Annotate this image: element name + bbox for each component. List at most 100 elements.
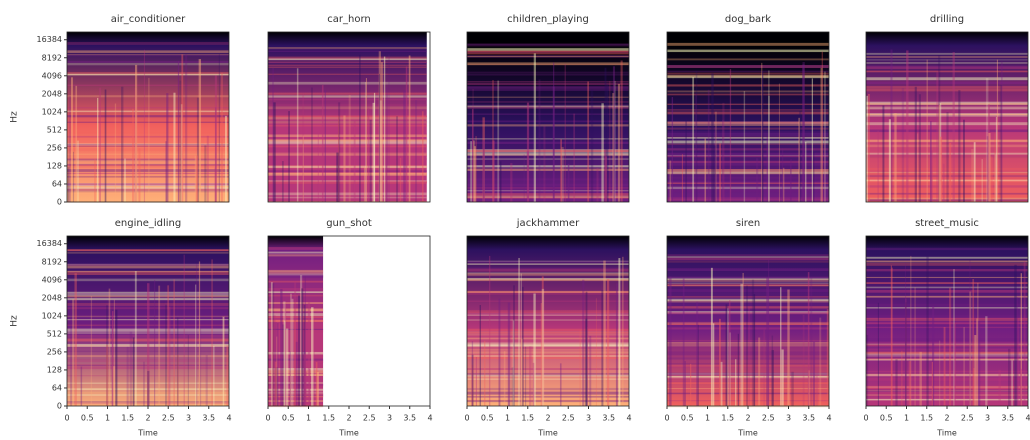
texture-band bbox=[866, 390, 1028, 391]
y-tick-label: 64 bbox=[52, 383, 62, 392]
texture-streak bbox=[779, 84, 780, 202]
texture-streak bbox=[510, 163, 512, 202]
texture-streak bbox=[196, 156, 198, 202]
texture-streak bbox=[618, 84, 620, 202]
texture-streak bbox=[591, 89, 593, 202]
x-tick-label: 2 bbox=[944, 414, 949, 423]
texture-streak bbox=[949, 288, 951, 406]
texture-streak bbox=[939, 341, 940, 406]
y-axis-label: Hz bbox=[10, 111, 20, 123]
texture-streak bbox=[173, 93, 175, 202]
texture-band bbox=[67, 107, 229, 109]
texture-streak bbox=[738, 334, 739, 406]
texture-band bbox=[67, 279, 229, 282]
texture-band bbox=[866, 71, 1028, 73]
figure: air_conditioner0641282565121024204840968… bbox=[0, 0, 1030, 440]
y-tick-label: 8192 bbox=[42, 257, 62, 266]
texture-band bbox=[667, 378, 829, 380]
x-tick-label: 4 bbox=[226, 414, 231, 423]
texture-streak bbox=[379, 74, 380, 202]
texture-band bbox=[866, 263, 1028, 266]
x-tick-label: 1 bbox=[105, 414, 110, 423]
texture-band bbox=[866, 56, 1028, 57]
x-tick-label: 0 bbox=[863, 414, 868, 423]
texture-band bbox=[667, 257, 829, 260]
y-tick-label: 256 bbox=[47, 347, 62, 356]
x-tick-label: 2 bbox=[145, 414, 150, 423]
texture-streak bbox=[997, 60, 998, 202]
texture-band bbox=[667, 256, 829, 257]
texture-streak bbox=[810, 278, 812, 406]
texture-band bbox=[268, 65, 427, 67]
texture-band bbox=[67, 42, 229, 45]
texture-streak bbox=[204, 145, 206, 202]
x-tick-label: 0.5 bbox=[282, 414, 295, 423]
texture-streak bbox=[138, 148, 140, 202]
texture-band bbox=[667, 367, 829, 368]
texture-streak bbox=[819, 318, 821, 406]
texture-streak bbox=[695, 93, 697, 202]
texture-streak bbox=[311, 88, 313, 202]
texture-streak bbox=[618, 258, 620, 406]
texture-streak bbox=[866, 335, 868, 406]
texture-streak bbox=[812, 78, 813, 202]
texture-streak bbox=[166, 93, 168, 202]
texture-streak bbox=[974, 335, 976, 406]
texture-streak bbox=[768, 96, 769, 202]
texture-streak bbox=[670, 161, 672, 202]
texture-streak bbox=[585, 319, 587, 406]
texture-streak bbox=[730, 69, 731, 202]
texture-streak bbox=[169, 307, 171, 406]
texture-band bbox=[667, 268, 829, 271]
texture-streak bbox=[498, 299, 500, 406]
texture-streak bbox=[543, 126, 545, 202]
texture-streak bbox=[622, 257, 624, 406]
texture-band bbox=[467, 48, 629, 51]
texture-band bbox=[667, 289, 829, 292]
y-tick-label: 4096 bbox=[42, 71, 62, 80]
texture-band bbox=[268, 142, 427, 144]
texture-streak bbox=[492, 80, 493, 202]
texture-streak bbox=[726, 304, 728, 406]
texture-streak bbox=[121, 87, 123, 202]
texture-band bbox=[866, 248, 1028, 250]
texture-band bbox=[268, 180, 427, 183]
texture-streak bbox=[740, 284, 742, 406]
texture-streak bbox=[298, 296, 300, 406]
texture-streak bbox=[533, 363, 535, 406]
texture-streak bbox=[708, 90, 710, 202]
texture-band bbox=[268, 121, 427, 124]
x-axis-label: Time bbox=[737, 429, 758, 438]
texture-streak bbox=[958, 90, 960, 202]
texture-streak bbox=[318, 133, 319, 202]
subplot-title: children_playing bbox=[507, 14, 589, 25]
texture-band bbox=[667, 342, 829, 344]
texture-streak bbox=[226, 346, 228, 406]
texture-band bbox=[67, 272, 229, 275]
texture-streak bbox=[91, 296, 92, 406]
texture-band bbox=[866, 282, 1028, 284]
texture-band bbox=[866, 257, 1028, 259]
x-tick-label: 0 bbox=[265, 414, 270, 423]
texture-streak bbox=[704, 139, 706, 202]
texture-streak bbox=[484, 341, 485, 406]
texture-streak bbox=[184, 255, 185, 406]
texture-streak bbox=[972, 279, 974, 406]
x-tick-label: 4 bbox=[1025, 414, 1030, 423]
texture-band bbox=[866, 378, 1028, 381]
texture-streak bbox=[177, 318, 178, 406]
texture-band bbox=[67, 115, 229, 117]
texture-streak bbox=[364, 167, 365, 202]
subplot-title: dog_bark bbox=[725, 14, 771, 25]
texture-band bbox=[866, 399, 1028, 401]
texture-band bbox=[866, 374, 1028, 376]
y-tick-label: 128 bbox=[47, 161, 62, 170]
texture-streak bbox=[384, 57, 385, 202]
texture-streak bbox=[283, 301, 285, 406]
texture-streak bbox=[500, 161, 502, 202]
texture-band bbox=[866, 393, 1028, 394]
texture-streak bbox=[114, 299, 115, 406]
texture-band bbox=[667, 299, 829, 301]
texture-streak bbox=[735, 359, 736, 406]
texture-streak bbox=[988, 133, 990, 202]
